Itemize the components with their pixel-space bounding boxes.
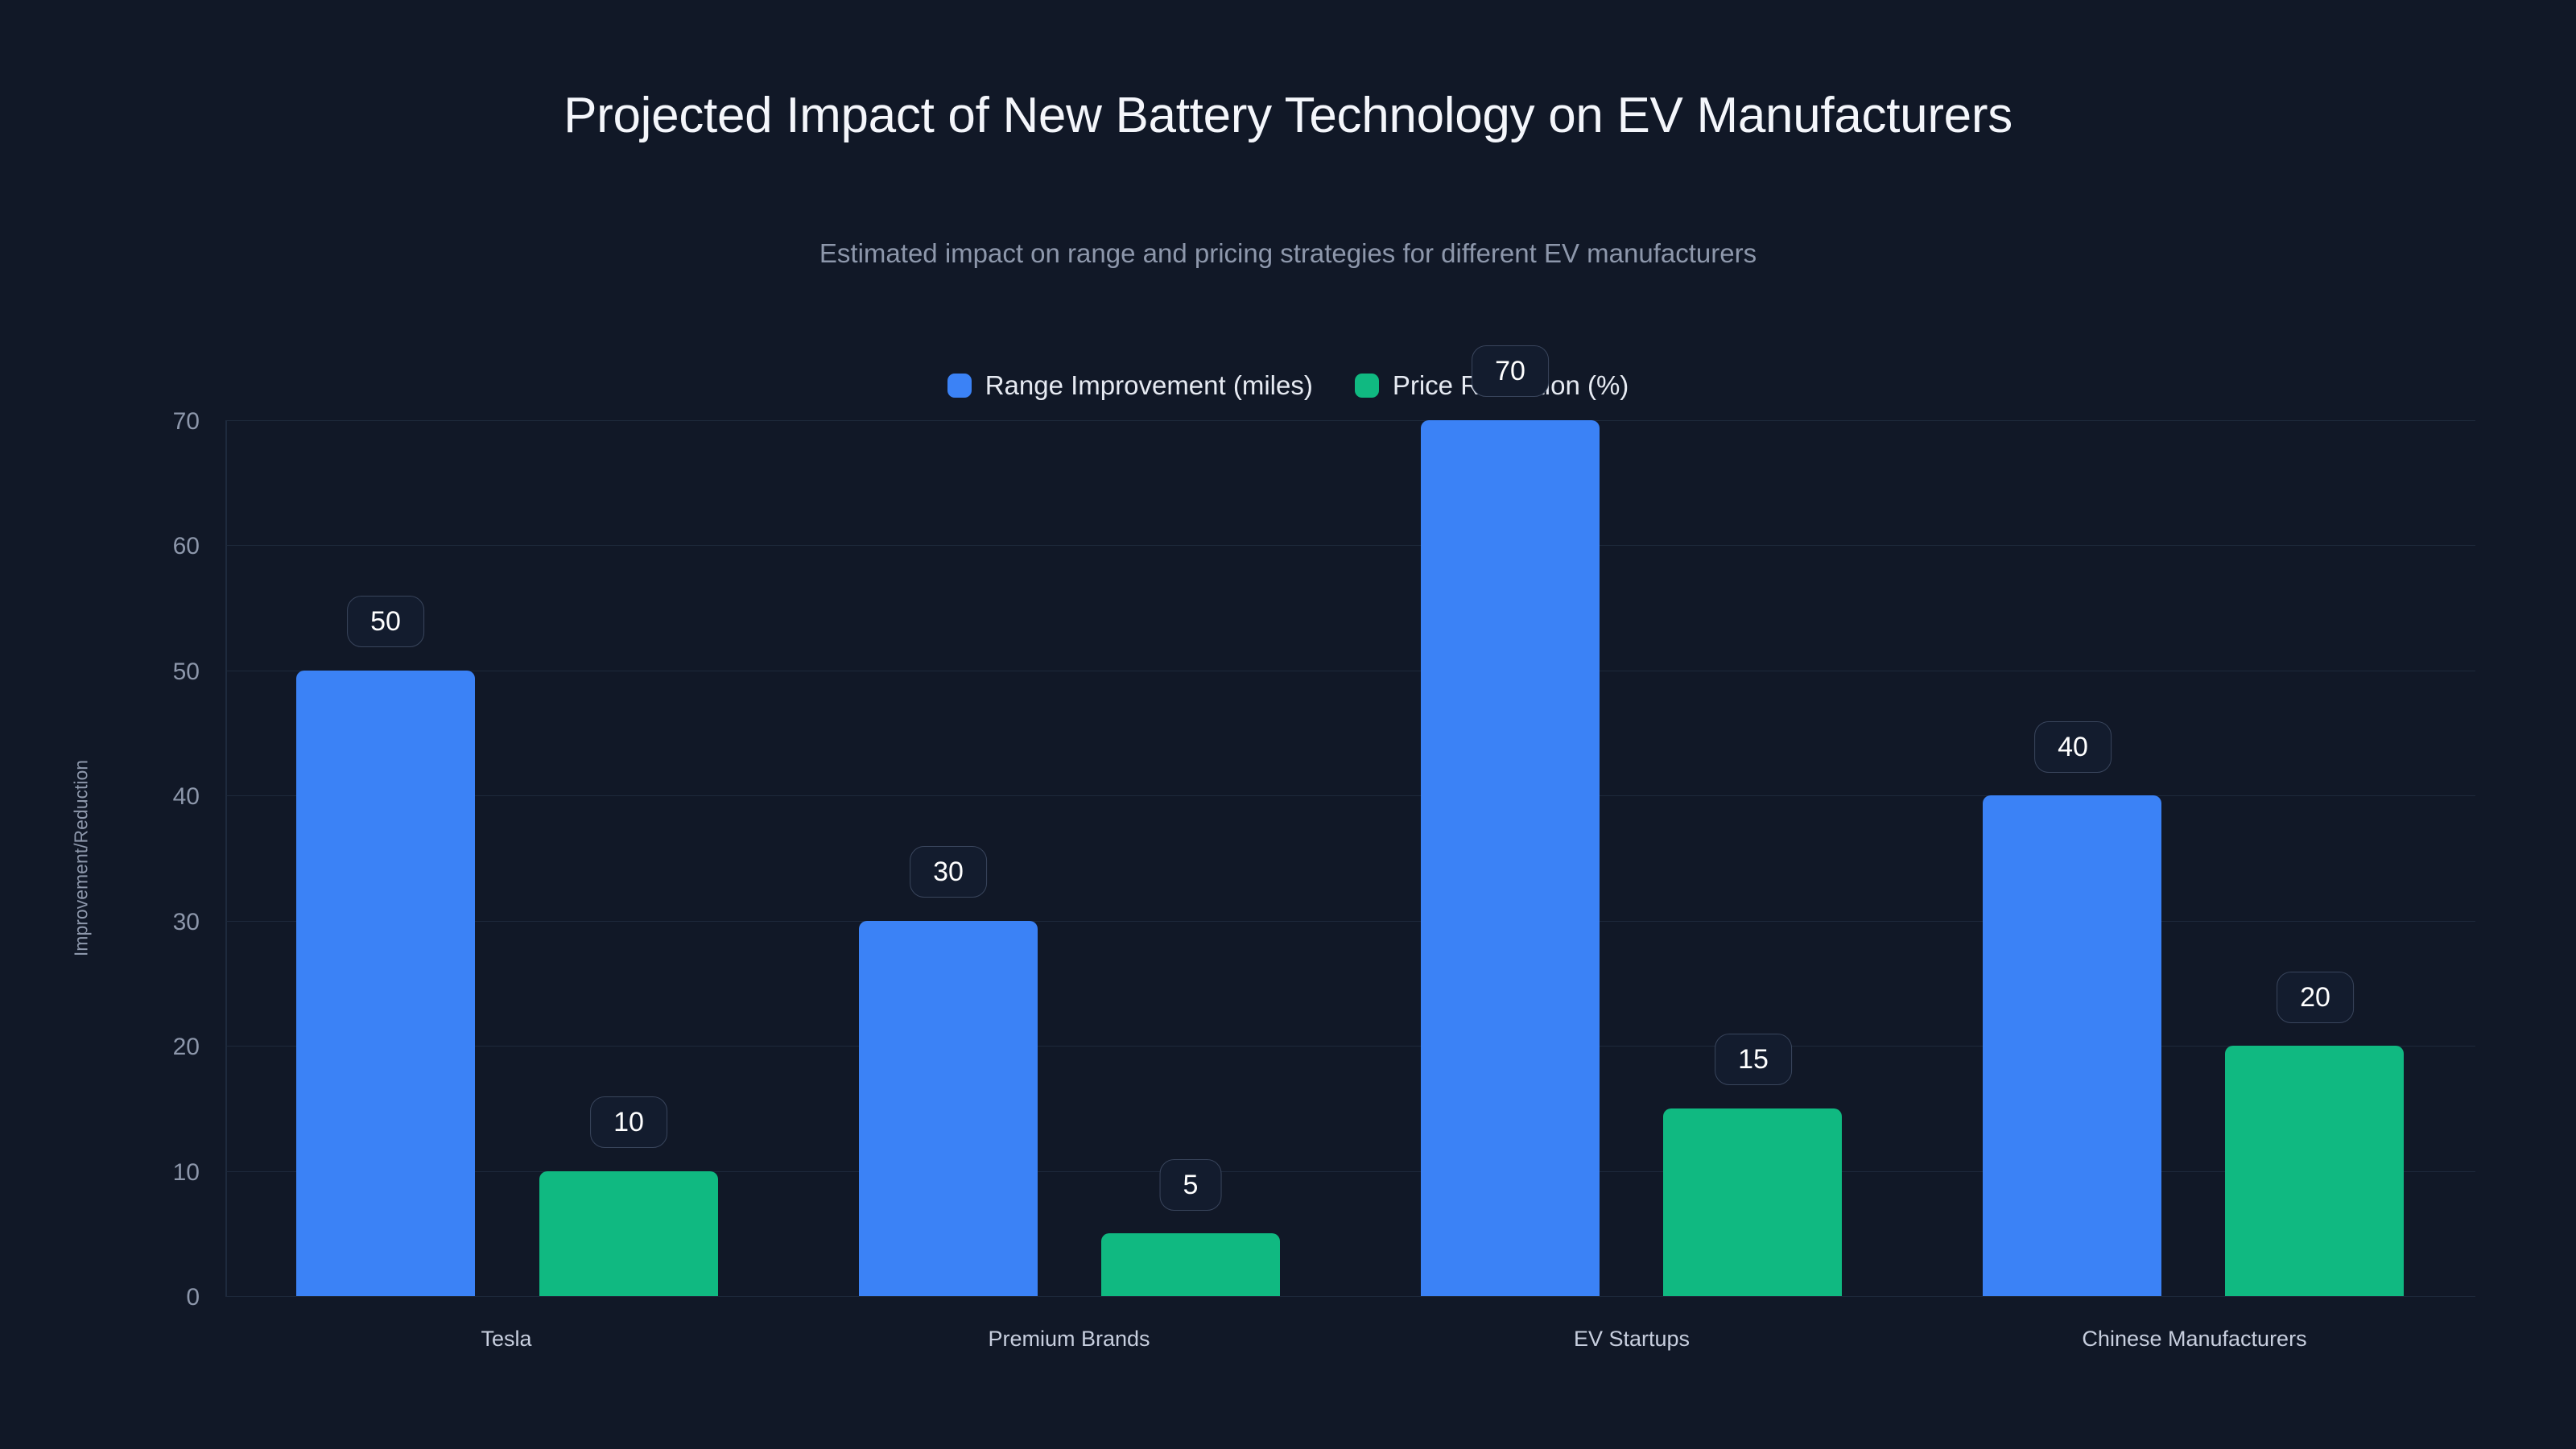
legend-swatch-icon <box>1354 374 1379 398</box>
bar-range-ev-startups[interactable] <box>1421 420 1600 1296</box>
data-label-range-tesla: 50 <box>347 596 424 647</box>
data-label-range-ev-startups: 70 <box>1472 345 1549 397</box>
bar-range-premium-brands[interactable] <box>859 921 1038 1296</box>
y-tick-label: 70 <box>172 408 200 435</box>
y-axis-line <box>225 420 227 1297</box>
x-tick-label-ev-startups: EV Startups <box>1573 1327 1690 1351</box>
legend-label: Range Improvement (miles) <box>985 370 1313 400</box>
plot-area <box>225 420 2475 1297</box>
y-tick-label: 0 <box>186 1284 200 1311</box>
chart-title: Projected Impact of New Battery Technolo… <box>564 88 2013 143</box>
gridline <box>225 1296 2475 1297</box>
legend-item-range-improvement[interactable]: Range Improvement (miles) <box>947 370 1313 401</box>
x-tick-label-chinese-manufacturers: Chinese Manufacturers <box>2082 1327 2307 1351</box>
legend-swatch-icon <box>947 374 972 398</box>
gridline <box>225 795 2475 796</box>
bar-price-premium-brands[interactable] <box>1101 1233 1280 1296</box>
data-label-price-ev-startups: 15 <box>1715 1034 1792 1085</box>
gridline <box>225 545 2475 546</box>
y-tick-label: 60 <box>172 533 200 559</box>
bar-range-tesla[interactable] <box>296 671 475 1296</box>
y-tick-label: 10 <box>172 1159 200 1186</box>
data-label-price-premium-brands: 5 <box>1159 1159 1222 1211</box>
data-label-price-tesla: 10 <box>590 1096 667 1148</box>
y-tick-label: 40 <box>172 783 200 810</box>
y-axis-title: Improvement/Reduction <box>70 759 92 957</box>
bar-price-ev-startups[interactable] <box>1663 1108 1842 1296</box>
gridline <box>225 1171 2475 1172</box>
chart-subtitle: Estimated impact on range and pricing st… <box>819 238 1757 268</box>
gridline <box>225 921 2475 922</box>
bar-range-chinese-manufacturers[interactable] <box>1983 795 2161 1296</box>
bar-price-chinese-manufacturers[interactable] <box>2225 1046 2404 1296</box>
y-tick-label: 50 <box>172 658 200 685</box>
y-tick-label: 20 <box>172 1034 200 1060</box>
data-label-price-chinese-manufacturers: 20 <box>2277 972 2354 1023</box>
data-label-range-chinese-manufacturers: 40 <box>2034 721 2112 773</box>
gridline <box>225 420 2475 421</box>
x-tick-label-premium-brands: Premium Brands <box>988 1327 1150 1351</box>
y-tick-label: 30 <box>172 909 200 935</box>
data-label-range-premium-brands: 30 <box>910 846 987 898</box>
bar-price-tesla[interactable] <box>539 1171 718 1296</box>
x-tick-label-tesla: Tesla <box>481 1327 532 1351</box>
chart-legend: Range Improvement (miles) Price Reductio… <box>0 370 2576 401</box>
